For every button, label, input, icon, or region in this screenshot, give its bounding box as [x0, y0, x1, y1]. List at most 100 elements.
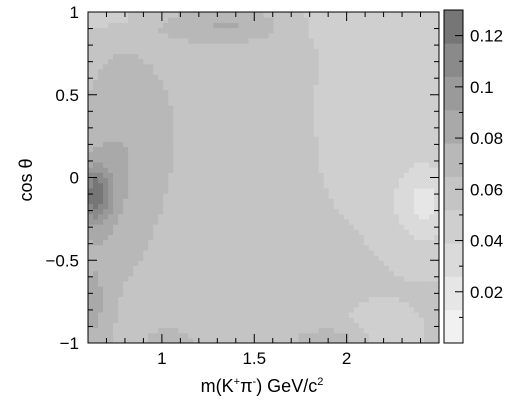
heatmap-cell: [258, 115, 265, 122]
heatmap-cell: [198, 43, 204, 49]
heatmap-cell: [218, 105, 224, 111]
heatmap-cell: [373, 79, 380, 85]
heatmap-cell: [378, 84, 385, 91]
heatmap-cell: [258, 177, 265, 184]
heatmap-cell: [113, 317, 119, 323]
heatmap-cell: [273, 63, 280, 70]
heatmap-cell: [143, 218, 149, 225]
heatmap-cell: [403, 110, 410, 117]
heatmap-cell: [393, 27, 400, 34]
heatmap-cell: [288, 187, 295, 194]
heatmap-cell: [118, 167, 124, 173]
heatmap-cell: [318, 74, 325, 80]
heatmap-cell: [128, 53, 134, 60]
heatmap-cell: [223, 17, 229, 23]
heatmap-cell: [353, 291, 360, 298]
heatmap-cell: [373, 265, 380, 272]
heatmap-cell: [293, 224, 300, 230]
heatmap-cell: [103, 286, 109, 292]
heatmap-cell: [193, 43, 199, 49]
heatmap-cell: [148, 311, 154, 318]
heatmap-cell: [198, 327, 204, 334]
heatmap-cell: [133, 286, 139, 292]
heatmap-cell: [118, 177, 124, 184]
heatmap-cell: [338, 68, 345, 75]
heatmap-cell: [293, 306, 300, 313]
heatmap-cell: [233, 270, 240, 277]
heatmap-cell: [333, 337, 340, 343]
heatmap-cell: [298, 317, 305, 323]
heatmap-cell: [353, 130, 360, 137]
heatmap-cell: [188, 84, 194, 91]
heatmap-cell: [413, 146, 420, 153]
heatmap-cell: [343, 89, 350, 96]
heatmap-cell: [158, 306, 164, 313]
heatmap-cell: [148, 48, 154, 54]
heatmap-cell: [113, 203, 119, 210]
heatmap-cell: [133, 79, 139, 85]
heatmap-cell: [273, 275, 280, 282]
heatmap-cell: [168, 224, 174, 230]
heatmap-cell: [223, 115, 229, 122]
heatmap-cell: [263, 187, 270, 194]
heatmap-cell: [418, 120, 425, 127]
heatmap-cell: [313, 296, 320, 303]
heatmap-cell: [298, 218, 305, 225]
heatmap-cell: [208, 37, 214, 44]
heatmap-cell: [143, 151, 149, 158]
heatmap-cell: [268, 182, 275, 189]
heatmap-cell: [133, 203, 139, 210]
heatmap-cell: [108, 291, 114, 298]
heatmap-cell: [348, 58, 355, 65]
heatmap-cell: [153, 239, 159, 246]
heatmap-cell: [153, 172, 159, 179]
heatmap-cell: [288, 79, 295, 85]
heatmap-cell: [328, 125, 335, 132]
heatmap-cell: [273, 327, 280, 334]
heatmap-cell: [288, 58, 295, 65]
heatmap-cell: [308, 208, 315, 215]
heatmap-cell: [303, 265, 310, 272]
heatmap-cell: [403, 187, 410, 194]
heatmap-cell: [128, 182, 134, 189]
heatmap-cell: [313, 136, 320, 142]
heatmap-cell: [273, 270, 280, 277]
heatmap-cell: [253, 234, 260, 241]
heatmap-cell: [428, 198, 435, 204]
heatmap-cell: [248, 291, 255, 298]
heatmap-cell: [198, 32, 204, 39]
heatmap-cell: [258, 311, 265, 318]
heatmap-cell: [173, 22, 179, 29]
heatmap-cell: [368, 239, 375, 246]
heatmap-cell: [223, 275, 229, 282]
heatmap-cell: [323, 27, 330, 34]
heatmap-cell: [253, 198, 260, 204]
heatmap-cell: [363, 37, 370, 44]
heatmap-cell: [273, 322, 280, 329]
heatmap-cell: [233, 37, 240, 44]
heatmap-cell: [323, 115, 330, 122]
heatmap-cell: [188, 218, 194, 225]
heatmap-cell: [208, 53, 214, 60]
heatmap-cell: [428, 260, 435, 267]
heatmap-cell: [208, 99, 214, 106]
heatmap-cell: [368, 255, 375, 261]
heatmap-cell: [408, 286, 415, 292]
heatmap-cell: [363, 234, 370, 241]
heatmap-cell: [328, 337, 335, 343]
heatmap-cell: [258, 53, 265, 60]
heatmap-cell: [103, 17, 109, 23]
heatmap-cell: [188, 53, 194, 60]
heatmap-cell: [288, 151, 295, 158]
colorbar-band: [444, 176, 463, 211]
heatmap-cell: [403, 99, 410, 106]
heatmap-cell: [393, 213, 400, 220]
heatmap-cell: [168, 27, 174, 34]
heatmap-cell: [233, 306, 240, 313]
heatmap-cell: [388, 322, 395, 329]
heatmap-cell: [123, 275, 129, 282]
heatmap-cell: [218, 244, 224, 251]
heatmap-cell: [393, 177, 400, 184]
heatmap-cell: [368, 244, 375, 251]
heatmap-cell: [268, 265, 275, 272]
